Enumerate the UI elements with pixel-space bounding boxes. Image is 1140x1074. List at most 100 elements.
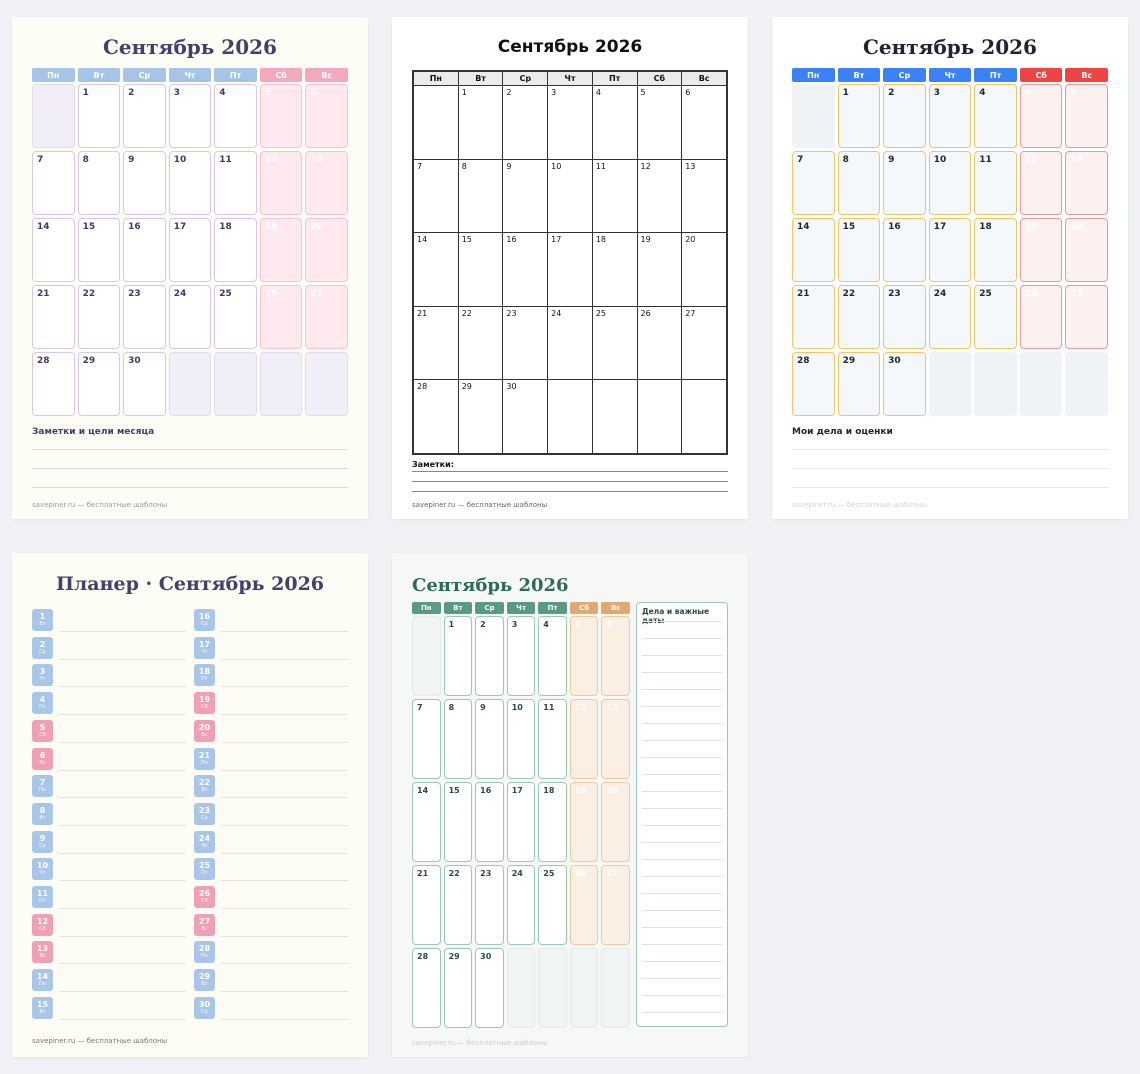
day-cell[interactable]: 14 (412, 782, 441, 862)
day-cell[interactable]: 14 (32, 218, 75, 282)
day-cell[interactable]: 21 (792, 285, 835, 349)
day-cell[interactable]: 1 (77, 84, 121, 148)
day-cell[interactable]: 24 (928, 285, 972, 349)
planner-day-row[interactable]: 11 Пт (32, 886, 186, 910)
day-cell[interactable]: 8 (77, 151, 121, 215)
day-cell[interactable]: 7 (32, 151, 75, 215)
day-cell[interactable]: 23 (123, 285, 166, 349)
day-cell[interactable]: 13 (601, 699, 630, 779)
day-cell[interactable]: 1 (837, 84, 881, 148)
day-cell[interactable]: 9 (883, 151, 926, 215)
day-cell[interactable]: 21 (413, 305, 459, 380)
day-cell[interactable]: 4 (591, 85, 638, 160)
day-cell[interactable]: 18 (591, 232, 638, 307)
day-cell[interactable]: 20 (601, 782, 630, 862)
day-cell[interactable]: 26 (569, 865, 599, 945)
day-cell[interactable]: 6 (681, 85, 727, 160)
day-cell[interactable]: 7 (792, 151, 835, 215)
day-cell[interactable]: 2 (502, 85, 549, 160)
day-cell[interactable]: 28 (792, 352, 835, 416)
day-cell[interactable]: 14 (413, 232, 459, 307)
day-cell[interactable]: 8 (443, 699, 473, 779)
day-cell[interactable]: 18 (538, 782, 567, 862)
day-cell[interactable]: 28 (412, 948, 441, 1028)
day-cell[interactable]: 9 (502, 158, 549, 233)
day-cell[interactable]: 23 (475, 865, 504, 945)
day-cell[interactable]: 20 (305, 218, 348, 282)
day-cell[interactable]: 25 (591, 305, 638, 380)
day-cell[interactable]: 15 (837, 218, 881, 282)
day-cell[interactable]: 15 (457, 232, 504, 307)
planner-day-row[interactable]: 9 Ср (32, 830, 186, 855)
day-cell[interactable]: 20 (681, 232, 727, 307)
day-cell[interactable]: 17 (168, 218, 212, 282)
day-cell[interactable]: 15 (443, 782, 473, 862)
planner-day-row[interactable]: 30 Ср (194, 996, 348, 1021)
planner-template-list[interactable]: Планер · Сентябрь 2026 1 Вт 2 Ср 3 Чт 4 Пт 5 Сб 6 В… (12, 553, 368, 1057)
planner-day-row[interactable]: 3 Чт (32, 664, 186, 688)
day-cell[interactable]: 3 (547, 85, 593, 160)
planner-day-row[interactable]: 20 Вс (194, 719, 348, 744)
planner-day-row[interactable]: 18 Пт (194, 664, 348, 688)
day-cell[interactable]: 9 (475, 699, 504, 779)
day-cell[interactable]: 11 (214, 151, 257, 215)
day-cell[interactable]: 13 (305, 151, 348, 215)
day-cell[interactable]: 5 (636, 85, 683, 160)
calendar-template-pastel[interactable]: Сентябрь 2026 Пн Вт Ср Чт Пт Сб Вс 1 2 3 4 5 6 7 8 9 10… (12, 17, 368, 519)
day-cell[interactable]: 16 (475, 782, 504, 862)
day-cell[interactable]: 8 (457, 158, 504, 233)
planner-day-row[interactable]: 25 Пт (194, 858, 348, 882)
day-cell[interactable]: 19 (1019, 218, 1063, 282)
day-cell[interactable]: 11 (538, 699, 567, 779)
day-cell[interactable]: 21 (32, 285, 75, 349)
planner-day-row[interactable]: 10 Чт (32, 858, 186, 882)
day-cell[interactable]: 5 (259, 84, 303, 148)
day-cell[interactable]: 25 (538, 865, 567, 945)
day-cell[interactable]: 30 (883, 352, 926, 416)
day-cell[interactable]: 12 (636, 158, 683, 233)
day-cell[interactable]: 19 (259, 218, 303, 282)
day-cell[interactable]: 24 (547, 305, 593, 380)
day-cell[interactable]: 23 (883, 285, 926, 349)
day-cell[interactable]: 4 (974, 84, 1017, 148)
day-cell[interactable]: 5 (569, 616, 599, 696)
day-cell[interactable]: 10 (928, 151, 972, 215)
planner-day-row[interactable]: 7 Пн (32, 775, 186, 799)
planner-day-row[interactable]: 13 Вс (32, 941, 186, 965)
day-cell[interactable]: 16 (502, 232, 549, 307)
day-cell[interactable]: 18 (214, 218, 257, 282)
planner-day-row[interactable]: 1 Вт (32, 609, 186, 633)
day-cell[interactable]: 1 (443, 616, 473, 696)
day-cell[interactable]: 11 (974, 151, 1017, 215)
day-cell[interactable]: 6 (601, 616, 630, 696)
day-cell[interactable]: 10 (168, 151, 212, 215)
day-cell[interactable]: 6 (305, 84, 348, 148)
planner-day-row[interactable]: 22 Вт (194, 775, 348, 799)
day-cell[interactable]: 28 (32, 352, 75, 416)
day-cell[interactable]: 2 (883, 84, 926, 148)
day-cell[interactable]: 25 (974, 285, 1017, 349)
day-cell[interactable]: 27 (305, 285, 348, 349)
day-cell[interactable]: 22 (837, 285, 881, 349)
planner-day-row[interactable]: 5 Сб (32, 719, 186, 744)
day-cell[interactable]: 2 (123, 84, 166, 148)
day-cell[interactable]: 26 (259, 285, 303, 349)
day-cell[interactable]: 29 (837, 352, 881, 416)
day-cell[interactable]: 16 (123, 218, 166, 282)
planner-day-row[interactable]: 2 Ср (32, 636, 186, 661)
day-cell[interactable]: 15 (77, 218, 121, 282)
planner-day-row[interactable]: 8 Вт (32, 802, 186, 827)
planner-day-row[interactable]: 6 Вс (32, 747, 186, 772)
day-cell[interactable]: 16 (883, 218, 926, 282)
day-cell[interactable]: 30 (502, 379, 549, 454)
day-cell[interactable]: 12 (259, 151, 303, 215)
day-cell[interactable]: 27 (1065, 285, 1108, 349)
day-cell[interactable]: 17 (928, 218, 972, 282)
planner-day-row[interactable]: 21 Пн (194, 747, 348, 772)
day-cell[interactable]: 12 (1019, 151, 1063, 215)
day-cell[interactable]: 23 (502, 305, 549, 380)
day-cell[interactable]: 4 (538, 616, 567, 696)
planner-day-row[interactable]: 4 Пт (32, 692, 186, 716)
day-cell[interactable]: 7 (413, 158, 459, 233)
day-cell[interactable]: 12 (569, 699, 599, 779)
